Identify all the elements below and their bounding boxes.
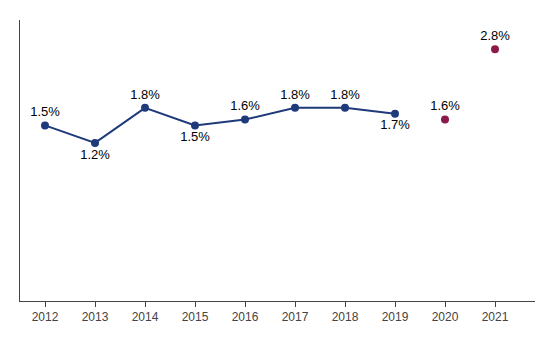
svg-text:1.2%: 1.2% xyxy=(80,147,110,162)
svg-text:2021: 2021 xyxy=(482,310,509,324)
svg-text:1.5%: 1.5% xyxy=(30,104,60,119)
svg-text:2014: 2014 xyxy=(132,310,159,324)
svg-text:1.6%: 1.6% xyxy=(430,98,460,113)
svg-text:2017: 2017 xyxy=(282,310,309,324)
svg-text:1.5%: 1.5% xyxy=(180,129,210,144)
svg-text:1.7%: 1.7% xyxy=(380,117,410,132)
svg-text:2015: 2015 xyxy=(182,310,209,324)
svg-text:2013: 2013 xyxy=(82,310,109,324)
svg-text:2018: 2018 xyxy=(332,310,359,324)
svg-text:1.8%: 1.8% xyxy=(130,87,160,102)
svg-text:1.8%: 1.8% xyxy=(330,87,360,102)
svg-text:2020: 2020 xyxy=(432,310,459,324)
svg-text:2019: 2019 xyxy=(382,310,409,324)
svg-text:2.8%: 2.8% xyxy=(480,28,510,43)
svg-text:2012: 2012 xyxy=(32,310,59,324)
svg-text:2016: 2016 xyxy=(232,310,259,324)
svg-text:1.8%: 1.8% xyxy=(280,87,310,102)
svg-text:1.6%: 1.6% xyxy=(230,98,260,113)
